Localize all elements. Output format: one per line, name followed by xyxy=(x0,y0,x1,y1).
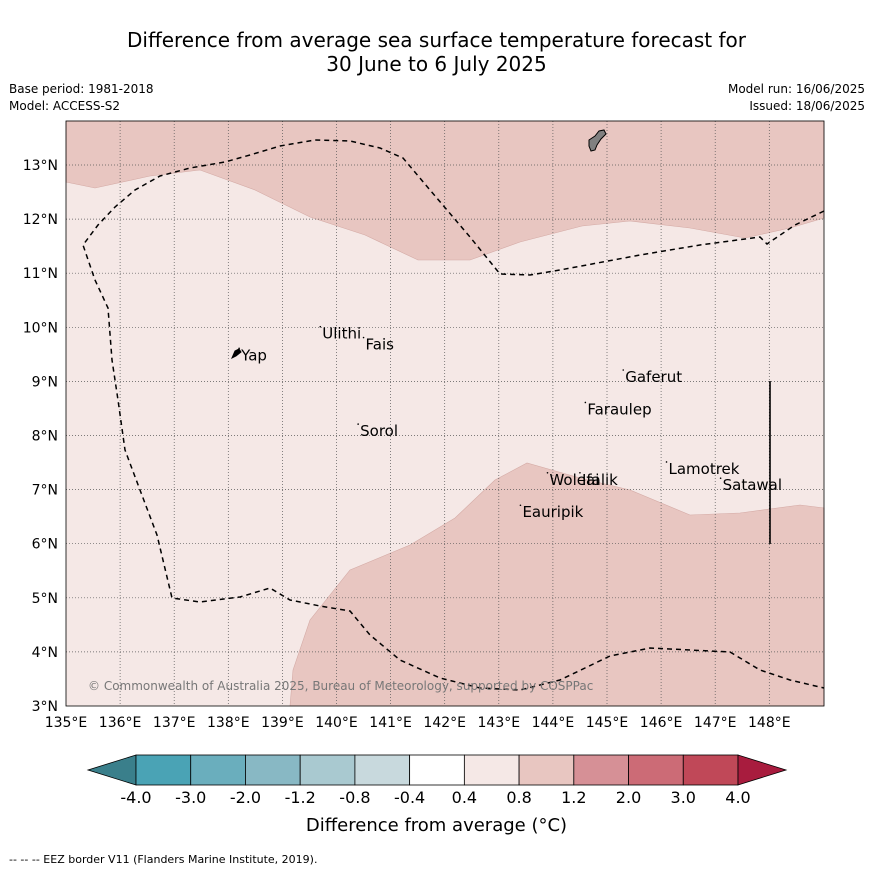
colorbar xyxy=(86,754,788,786)
place-labels: Yap Ulithi Fais Sorol Gaferut Faraulep Lamotre… xyxy=(238,325,782,521)
colorbar-tick-label: -3.0 xyxy=(175,788,207,807)
lon-tick-label: 146°E xyxy=(640,715,683,731)
map-frame xyxy=(65,120,825,707)
lat-tick-label: 10°N xyxy=(23,320,58,336)
lon-tick-label: 135°E xyxy=(45,715,88,731)
lon-tick-label: 143°E xyxy=(478,715,521,731)
place-label: Fais xyxy=(366,336,395,354)
guam-island xyxy=(588,129,607,152)
yap-island xyxy=(231,348,242,360)
lat-tick-label: 12°N xyxy=(23,212,58,228)
place-label: Satawal xyxy=(723,476,782,494)
colorbar-tick-label: 0.8 xyxy=(506,788,532,807)
anomaly-region-south xyxy=(289,462,825,707)
copyright-text: © Commonwealth of Australia 2025, Bureau… xyxy=(88,679,593,693)
lon-tick-label: 148°E xyxy=(748,715,791,731)
lat-tick-label: 4°N xyxy=(32,645,58,661)
lat-tick-label: 3°N xyxy=(32,699,58,715)
place-label: Faraulep xyxy=(587,400,651,418)
eez-legend-note: -- -- -- EEZ border V11 (Flanders Marine… xyxy=(9,853,318,866)
place-label: Woleai xyxy=(549,471,599,489)
model-name: Model: ACCESS-S2 xyxy=(9,99,121,113)
colorbar-tick-label: 3.0 xyxy=(670,788,696,807)
colorbar-extend-low xyxy=(86,754,137,786)
colorbar-extend-high xyxy=(737,754,788,786)
lat-tick-label: 9°N xyxy=(32,374,58,390)
lon-tick-label: 142°E xyxy=(423,715,466,731)
colorbar-bin xyxy=(573,754,629,786)
colorbar-tick-label: -0.8 xyxy=(339,788,371,807)
eez-border xyxy=(82,139,825,691)
axis-labels: 135°E 136°E 137°E 138°E 139°E 140°E 141°E 142°E… xyxy=(23,158,791,731)
colorbar-tick-label: -2.0 xyxy=(229,788,262,807)
lat-tick-label: 8°N xyxy=(32,429,58,445)
colorbar-bin xyxy=(409,754,465,786)
colorbar-tick-label: 0.4 xyxy=(451,788,478,807)
chart-title: Difference from average sea surface temp… xyxy=(0,28,873,76)
lon-tick-label: 136°E xyxy=(99,715,142,731)
colorbar-bin xyxy=(135,754,192,786)
colorbar-tick-label: -0.4 xyxy=(394,788,426,807)
place-marker xyxy=(238,347,240,350)
lat-tick-label: 13°N xyxy=(23,158,58,174)
base-period: Base period: 1981-2018 xyxy=(9,82,154,96)
colorbar-bin xyxy=(682,754,739,786)
colorbar-bin xyxy=(354,754,411,786)
lon-tick-label: 140°E xyxy=(315,715,358,731)
place-label: Gaferut xyxy=(625,368,682,386)
place-label: Yap xyxy=(240,346,267,364)
lat-tick-label: 6°N xyxy=(32,537,58,553)
colorbar-tick-label: -4.0 xyxy=(120,788,152,807)
colorbar-bin xyxy=(245,754,301,786)
lon-tick-label: 145°E xyxy=(586,715,629,731)
place-label: Ulithi xyxy=(322,325,361,343)
meta-left: Base period: 1981-2018 Model: ACCESS-S2 xyxy=(9,81,154,115)
place-label: Ifalik xyxy=(582,471,618,489)
colorbar-bin xyxy=(190,754,246,786)
colorbar-tick-label: 1.2 xyxy=(561,788,587,807)
lat-tick-label: 11°N xyxy=(23,266,58,282)
graticule xyxy=(66,121,824,706)
lon-tick-label: 139°E xyxy=(261,715,304,731)
place-marker xyxy=(579,471,581,474)
colorbar-bin xyxy=(299,754,356,786)
model-run: Model run: 16/06/2025 xyxy=(727,82,865,96)
colorbar-title: Difference from average (°C) xyxy=(305,815,568,836)
lon-tick-label: 137°E xyxy=(153,715,196,731)
lon-tick-label: 147°E xyxy=(694,715,737,731)
colorbar-tick-label: 2.0 xyxy=(615,788,642,807)
issued-date: Issued: 18/06/2025 xyxy=(749,99,865,113)
place-marker xyxy=(357,423,359,425)
lat-tick-label: 7°N xyxy=(32,483,58,499)
place-marker xyxy=(665,461,668,463)
place-marker xyxy=(546,471,549,474)
colorbar-bin xyxy=(463,754,520,786)
place-label: Lamotrek xyxy=(669,460,740,478)
place-label: Sorol xyxy=(360,422,398,440)
lon-tick-label: 141°E xyxy=(369,715,412,731)
lon-tick-label: 138°E xyxy=(207,715,250,731)
colorbar-bin xyxy=(628,754,684,786)
meta-right: Model run: 16/06/2025 Issued: 18/06/2025 xyxy=(728,81,865,115)
colorbar-bin xyxy=(518,754,575,786)
place-marker xyxy=(362,336,365,339)
place-label: Eauripik xyxy=(522,503,583,521)
colorbar-tick-label: -1.2 xyxy=(284,788,316,807)
lon-tick-label: 144°E xyxy=(532,715,575,731)
title-line-2: 30 June to 6 July 2025 xyxy=(326,52,547,76)
place-marker xyxy=(319,325,322,328)
place-marker xyxy=(719,477,722,479)
place-marker xyxy=(519,504,522,507)
lat-tick-label: 5°N xyxy=(32,591,58,607)
title-line-1: Difference from average sea surface temp… xyxy=(126,28,746,52)
place-marker xyxy=(584,401,587,404)
colorbar-tick-label: 4.0 xyxy=(725,788,751,807)
place-marker xyxy=(622,369,625,371)
